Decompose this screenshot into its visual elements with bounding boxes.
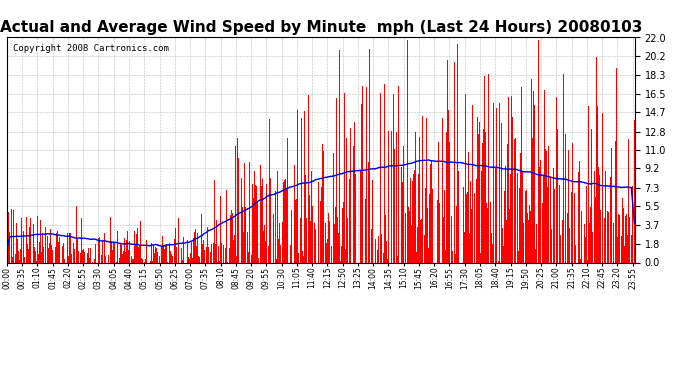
Title: Actual and Average Wind Speed by Minute  mph (Last 24 Hours) 20080103: Actual and Average Wind Speed by Minute … [0, 20, 642, 35]
Text: Copyright 2008 Cartronics.com: Copyright 2008 Cartronics.com [13, 44, 169, 53]
